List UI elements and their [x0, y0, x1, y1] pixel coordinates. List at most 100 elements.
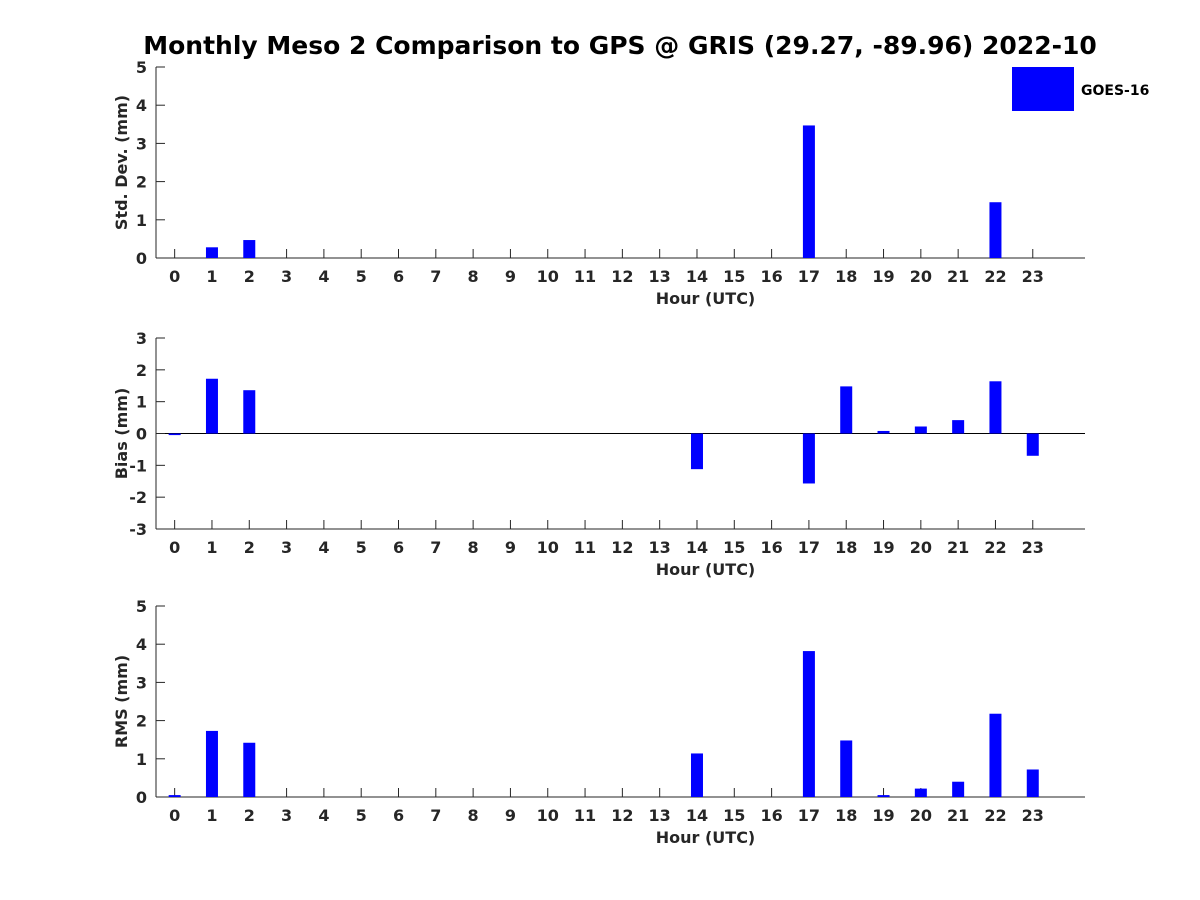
bar	[1026, 769, 1039, 797]
x-tick-label: 12	[611, 267, 633, 286]
x-tick-label: 19	[872, 806, 894, 825]
x-tick-label: 4	[318, 267, 329, 286]
bar	[1026, 433, 1039, 456]
x-tick-label: 13	[649, 267, 671, 286]
x-tick-label: 17	[798, 267, 820, 286]
x-tick-label: 11	[574, 267, 596, 286]
y-axis-label: RMS (mm)	[112, 655, 131, 748]
legend-label: GOES-16	[1081, 83, 1149, 99]
bar	[802, 651, 815, 797]
x-tick-label: 5	[356, 538, 367, 557]
x-tick-label: 6	[393, 538, 404, 557]
x-tick-label: 8	[468, 267, 479, 286]
y-tick-label: 2	[136, 361, 147, 380]
y-tick-label: 0	[136, 425, 147, 444]
x-tick-label: 0	[169, 806, 180, 825]
y-tick-label: 1	[136, 393, 147, 412]
y-tick-label: 4	[136, 96, 147, 115]
y-tick-label: -3	[129, 520, 147, 539]
x-tick-label: 22	[984, 267, 1006, 286]
y-tick-label: 0	[136, 788, 147, 807]
x-tick-label: 7	[430, 538, 441, 557]
y-tick-label: 4	[136, 635, 147, 654]
y-tick-label: 0	[136, 249, 147, 268]
x-tick-label: 16	[760, 538, 782, 557]
x-tick-label: 18	[835, 538, 857, 557]
x-tick-label: 14	[686, 538, 708, 557]
x-axis-label: Hour (UTC)	[656, 828, 756, 847]
x-axis-label: Hour (UTC)	[656, 560, 756, 579]
bar	[914, 788, 927, 797]
x-tick-label: 21	[947, 806, 969, 825]
legend-swatch	[1012, 67, 1074, 111]
x-tick-label: 2	[244, 538, 255, 557]
x-tick-label: 2	[244, 806, 255, 825]
bar	[877, 430, 890, 434]
x-tick-label: 18	[835, 267, 857, 286]
x-tick-label: 13	[649, 538, 671, 557]
x-tick-label: 19	[872, 538, 894, 557]
x-tick-label: 6	[393, 806, 404, 825]
x-tick-label: 21	[947, 267, 969, 286]
y-tick-label: 1	[136, 211, 147, 230]
x-tick-label: 4	[318, 806, 329, 825]
bar	[952, 420, 965, 434]
x-tick-label: 5	[356, 806, 367, 825]
x-tick-label: 11	[574, 538, 596, 557]
x-tick-label: 1	[206, 806, 217, 825]
x-tick-label: 23	[1022, 267, 1044, 286]
x-tick-label: 15	[723, 538, 745, 557]
y-tick-label: 2	[136, 173, 147, 192]
legend: GOES-16	[1012, 67, 1149, 111]
bar	[168, 795, 181, 797]
x-tick-label: 12	[611, 538, 633, 557]
y-tick-label: -1	[129, 456, 147, 475]
x-tick-label: 16	[760, 267, 782, 286]
bar	[205, 378, 218, 434]
x-tick-label: 3	[281, 806, 292, 825]
bar	[243, 240, 256, 258]
x-axis-label: Hour (UTC)	[656, 289, 756, 308]
chart-title: Monthly Meso 2 Comparison to GPS @ GRIS …	[143, 31, 1097, 60]
y-tick-label: 5	[136, 58, 147, 77]
x-tick-label: 9	[505, 267, 516, 286]
x-tick-label: 7	[430, 806, 441, 825]
y-tick-label: 3	[136, 673, 147, 692]
bar	[989, 202, 1002, 258]
bar	[877, 795, 890, 797]
x-tick-label: 14	[686, 806, 708, 825]
x-tick-label: 12	[611, 806, 633, 825]
x-tick-label: 20	[910, 267, 932, 286]
x-tick-label: 14	[686, 267, 708, 286]
bar	[205, 247, 218, 258]
x-tick-label: 0	[169, 538, 180, 557]
y-tick-label: 3	[136, 329, 147, 348]
y-tick-label: 5	[136, 597, 147, 616]
bar	[952, 781, 965, 797]
y-tick-label: 3	[136, 134, 147, 153]
bar	[914, 426, 927, 434]
bar	[168, 433, 181, 436]
x-tick-label: 20	[910, 806, 932, 825]
x-tick-label: 9	[505, 806, 516, 825]
x-tick-label: 15	[723, 267, 745, 286]
x-tick-label: 10	[537, 538, 559, 557]
x-tick-label: 0	[169, 267, 180, 286]
x-tick-label: 8	[468, 538, 479, 557]
bar	[840, 386, 853, 434]
bar	[802, 125, 815, 258]
x-tick-label: 19	[872, 267, 894, 286]
bar	[243, 390, 256, 434]
y-axis-label: Bias (mm)	[112, 388, 131, 480]
x-tick-label: 11	[574, 806, 596, 825]
x-tick-label: 22	[984, 538, 1006, 557]
x-tick-label: 10	[537, 806, 559, 825]
x-tick-label: 1	[206, 267, 217, 286]
y-axis-label: Std. Dev. (mm)	[112, 95, 131, 230]
x-tick-label: 18	[835, 806, 857, 825]
